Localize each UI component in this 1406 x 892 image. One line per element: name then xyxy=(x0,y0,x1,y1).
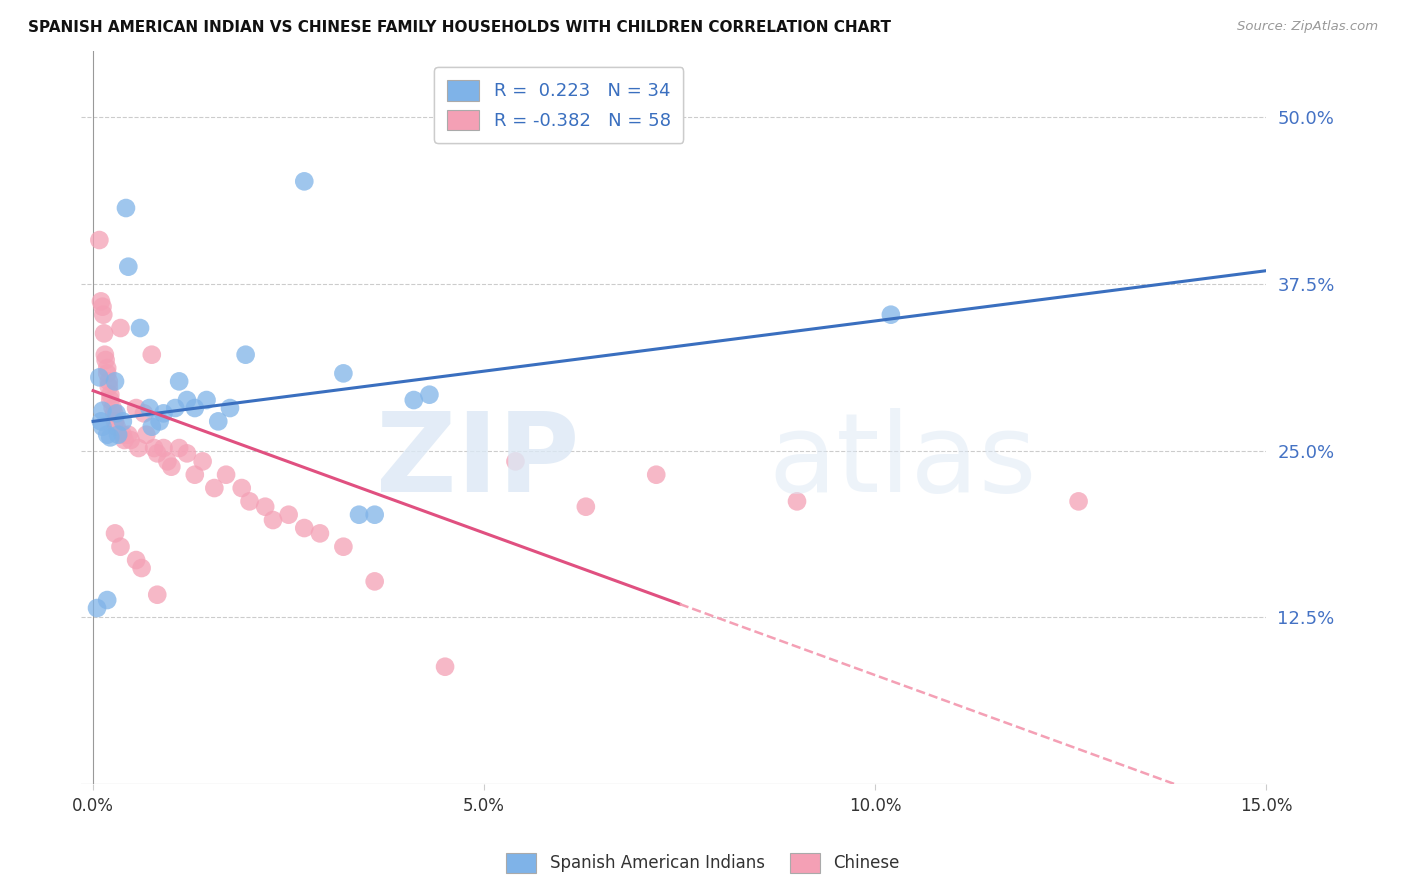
Point xyxy=(402,392,425,407)
Point xyxy=(146,588,169,602)
Point xyxy=(152,441,174,455)
Point xyxy=(165,401,187,415)
Point xyxy=(1067,494,1090,508)
Point xyxy=(90,414,112,428)
Point xyxy=(96,361,118,376)
Point xyxy=(105,406,128,420)
Point xyxy=(91,308,114,322)
Point xyxy=(235,348,257,362)
Text: SPANISH AMERICAN INDIAN VS CHINESE FAMILY HOUSEHOLDS WITH CHILDREN CORRELATION C: SPANISH AMERICAN INDIAN VS CHINESE FAMIL… xyxy=(28,20,891,35)
Point xyxy=(167,375,190,389)
Point xyxy=(292,521,315,535)
Point xyxy=(277,508,299,522)
Point xyxy=(880,308,903,322)
Point xyxy=(125,401,148,415)
Point xyxy=(96,427,118,442)
Point xyxy=(96,367,118,381)
Point xyxy=(125,553,148,567)
Point xyxy=(91,403,114,417)
Point xyxy=(363,508,385,522)
Point xyxy=(115,201,138,215)
Point xyxy=(127,441,149,455)
Text: Source: ZipAtlas.com: Source: ZipAtlas.com xyxy=(1237,20,1378,33)
Legend: Spanish American Indians, Chinese: Spanish American Indians, Chinese xyxy=(499,847,907,880)
Point xyxy=(149,414,172,428)
Point xyxy=(219,401,242,415)
Point xyxy=(141,348,163,362)
Point xyxy=(97,375,120,389)
Point xyxy=(332,367,354,381)
Point xyxy=(103,406,125,420)
Point xyxy=(104,375,127,389)
Point xyxy=(207,414,229,428)
Point xyxy=(575,500,598,514)
Point xyxy=(152,406,174,420)
Point xyxy=(111,414,134,428)
Point xyxy=(98,430,121,444)
Point xyxy=(262,513,284,527)
Point xyxy=(120,433,142,447)
Point xyxy=(215,467,238,482)
Point xyxy=(143,441,166,455)
Point xyxy=(434,659,457,673)
Point xyxy=(254,500,277,514)
Point xyxy=(112,433,135,447)
Point xyxy=(135,427,157,442)
Point xyxy=(156,454,179,468)
Point xyxy=(105,419,128,434)
Point xyxy=(141,419,163,434)
Point xyxy=(111,427,134,442)
Point xyxy=(309,526,332,541)
Point xyxy=(101,401,124,415)
Point xyxy=(90,294,112,309)
Point xyxy=(176,392,198,407)
Point xyxy=(104,526,127,541)
Text: ZIP: ZIP xyxy=(375,408,579,515)
Point xyxy=(91,419,114,434)
Point xyxy=(195,392,218,407)
Point xyxy=(117,427,139,442)
Point xyxy=(138,401,160,415)
Point xyxy=(363,574,385,589)
Point xyxy=(332,540,354,554)
Point xyxy=(160,459,183,474)
Point xyxy=(98,387,121,401)
Point xyxy=(505,454,527,468)
Point xyxy=(94,348,117,362)
Point xyxy=(89,370,111,384)
Point xyxy=(786,494,808,508)
Legend: R =  0.223   N = 34, R = -0.382   N = 58: R = 0.223 N = 34, R = -0.382 N = 58 xyxy=(434,67,683,143)
Point xyxy=(96,593,118,607)
Point xyxy=(202,481,225,495)
Point xyxy=(418,387,440,401)
Point xyxy=(93,326,115,341)
Point xyxy=(238,494,260,508)
Point xyxy=(176,446,198,460)
Point xyxy=(110,321,132,335)
Point xyxy=(132,406,155,420)
Point xyxy=(89,233,111,247)
Point xyxy=(91,300,114,314)
Point xyxy=(129,321,152,335)
Point xyxy=(117,260,139,274)
Point xyxy=(107,427,129,442)
Point xyxy=(167,441,190,455)
Point xyxy=(110,540,132,554)
Point xyxy=(191,454,214,468)
Point xyxy=(98,392,121,407)
Point xyxy=(231,481,253,495)
Point xyxy=(146,446,169,460)
Point xyxy=(184,467,207,482)
Point xyxy=(94,353,117,368)
Point xyxy=(184,401,207,415)
Point xyxy=(292,174,315,188)
Point xyxy=(131,561,153,575)
Point xyxy=(97,380,120,394)
Point xyxy=(347,508,370,522)
Point xyxy=(86,601,108,615)
Point xyxy=(645,467,668,482)
Point xyxy=(104,414,127,428)
Text: atlas: atlas xyxy=(769,408,1038,515)
